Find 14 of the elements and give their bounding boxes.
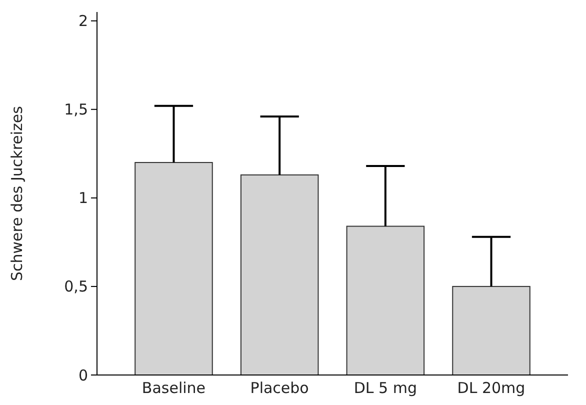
bar xyxy=(452,286,530,376)
x-tick-label: Baseline xyxy=(142,379,206,397)
bar xyxy=(346,226,425,376)
y-tick-label: 0 xyxy=(78,366,88,384)
x-tick-label: DL 5 mg xyxy=(354,379,417,397)
bar xyxy=(134,162,213,376)
y-tick-label: 0,5 xyxy=(64,278,88,296)
bar xyxy=(240,174,319,376)
y-axis-title: Schwere des Juckreizes xyxy=(8,106,26,281)
x-tick-label: DL 20mg xyxy=(457,379,526,397)
y-tick-label: 1,5 xyxy=(64,100,88,119)
y-tick-label: 2 xyxy=(78,12,88,30)
x-tick-label: Placebo xyxy=(250,379,309,397)
y-tick-label: 1 xyxy=(78,189,88,208)
